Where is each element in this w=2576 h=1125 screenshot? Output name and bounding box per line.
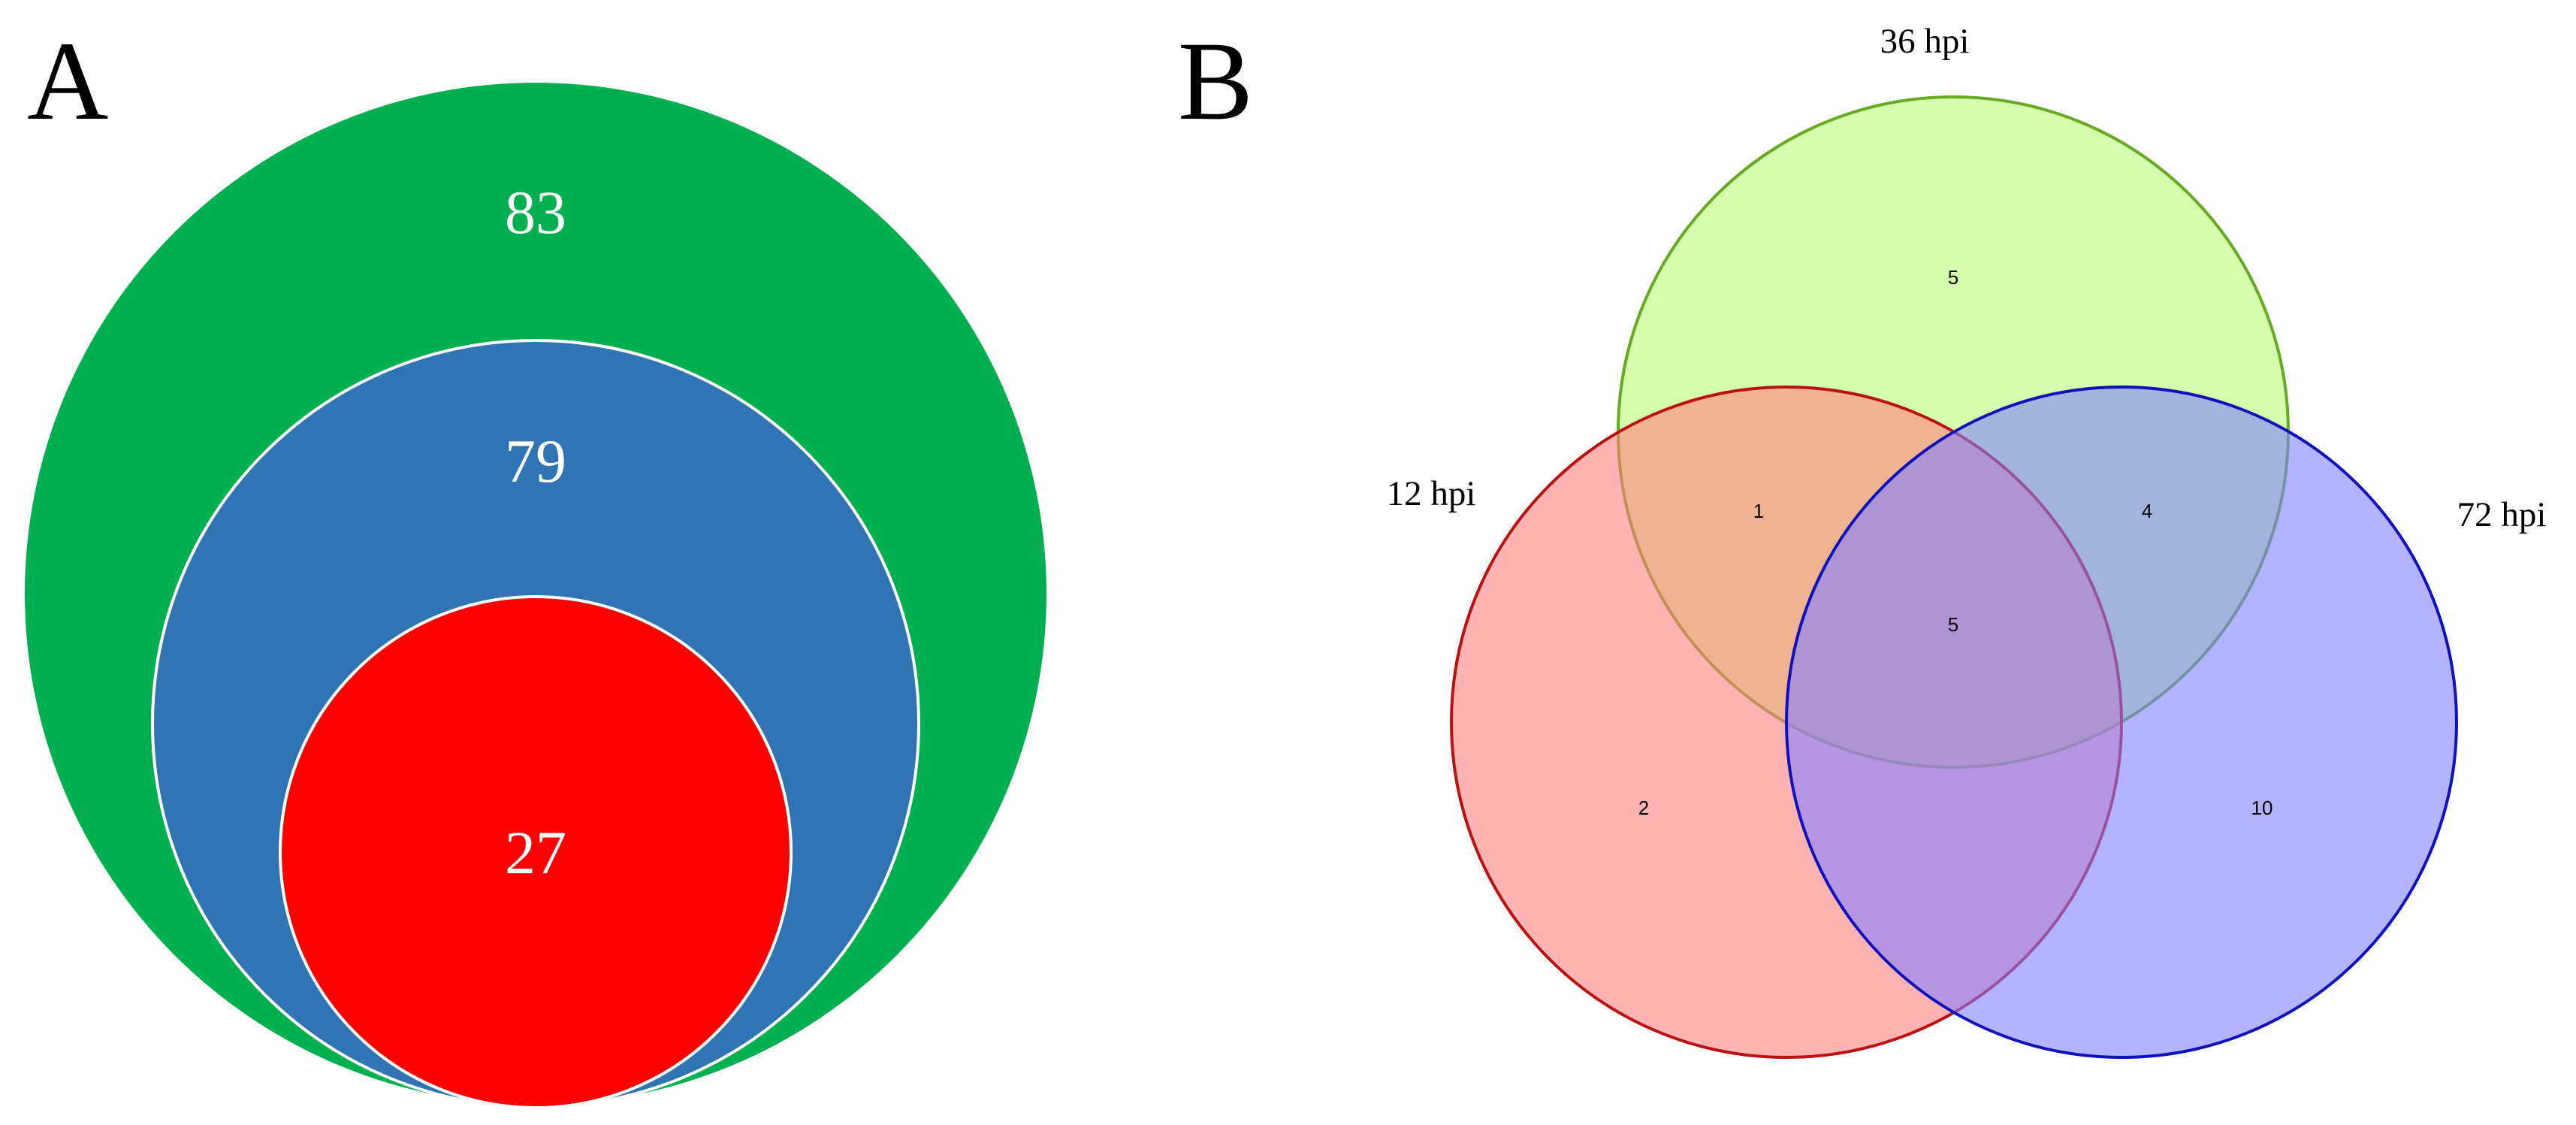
panel-a-letter: A: [27, 19, 108, 144]
set-12hpi-label: 12 hpi: [1387, 474, 1476, 513]
set-72hpi-circle: [1785, 386, 2458, 1059]
region-only-72hpi: 10: [2251, 797, 2273, 819]
region-12-and-36hpi: 1: [1753, 500, 1764, 522]
panel-b: B 36 hpi 12 hpi 72 hpi 5 2 10 1 4 5: [1178, 19, 2547, 1059]
inner-set-circle: [279, 595, 793, 1109]
region-only-12hpi: 2: [1638, 797, 1649, 819]
set-36hpi-label: 36 hpi: [1880, 22, 1970, 61]
region-only-36hpi: 5: [1948, 266, 1958, 289]
region-all-three: 5: [1948, 613, 1958, 636]
middle-set-value: 79: [505, 427, 566, 495]
set-72hpi-label: 72 hpi: [2457, 495, 2547, 534]
inner-set-value: 27: [505, 818, 566, 887]
panel-a: A 83 79 27: [25, 19, 1046, 1109]
panel-b-letter: B: [1178, 19, 1253, 144]
outer-set-value: 83: [505, 178, 566, 246]
region-36-and-72hpi: 4: [2142, 500, 2152, 522]
